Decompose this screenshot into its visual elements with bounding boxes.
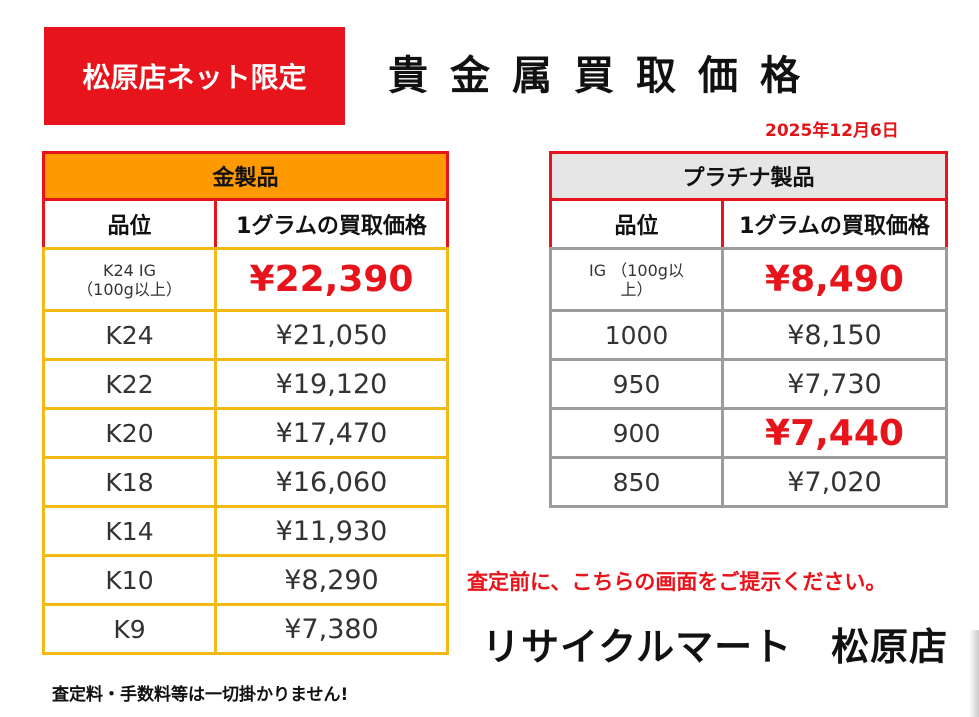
price-cell: ¥7,020 (721, 456, 948, 508)
gold-table-body: K24 IG （100g以上） ¥22,390 K24 ¥21,050 K22 ¥19,12… (42, 247, 449, 655)
grade-cell: 950 (549, 358, 724, 410)
page-title: 貴金属買取価格 (388, 53, 822, 99)
price-cell: ¥7,380 (214, 603, 449, 655)
grade-cell: 850 (549, 456, 724, 508)
present-screen-notice: 査定前に、こちらの画面をご提示ください。 (467, 570, 887, 594)
table-row: 1000 ¥8,150 (549, 309, 948, 361)
store-name: リサイクルマート 松原店 (482, 625, 949, 669)
price-cell: ¥8,290 (214, 554, 449, 606)
grade-cell: 900 (549, 407, 724, 459)
platinum-price-table: プラチナ製品 品位 1グラムの買取価格 IG （100g以 上） ¥8,490 100… (549, 151, 948, 508)
price-cell: ¥17,470 (214, 407, 449, 459)
table-row: K22 ¥19,120 (42, 358, 449, 410)
grade-cell: K9 (42, 603, 217, 655)
table-row: K14 ¥11,930 (42, 505, 449, 557)
price-cell: ¥11,930 (214, 505, 449, 557)
platinum-table-header: プラチナ製品 (549, 151, 948, 201)
price-cell: ¥7,440 (721, 407, 948, 459)
no-fee-note: 査定料・手数料等は一切掛かりません! (52, 685, 349, 705)
price-cell: ¥8,150 (721, 309, 948, 361)
table-row: IG （100g以 上） ¥8,490 (549, 247, 948, 312)
price-cell: ¥22,390 (214, 247, 449, 312)
gold-col-grade: 品位 (42, 198, 217, 250)
grade-cell: 1000 (549, 309, 724, 361)
gold-col-price: 1グラムの買取価格 (214, 198, 449, 250)
platinum-col-price: 1グラムの買取価格 (721, 198, 948, 250)
platinum-table-body: IG （100g以 上） ¥8,490 1000 ¥8,150 950 ¥7,730 900 ¥… (549, 247, 948, 508)
price-cell: ¥16,060 (214, 456, 449, 508)
grade-cell: K10 (42, 554, 217, 606)
price-cell: ¥19,120 (214, 358, 449, 410)
price-cell: ¥7,730 (721, 358, 948, 410)
grade-cell: IG （100g以 上） (549, 247, 724, 312)
edge-shadow (969, 630, 979, 717)
table-row: K10 ¥8,290 (42, 554, 449, 606)
price-date: 2025年12月6日 (765, 121, 899, 141)
price-cell: ¥8,490 (721, 247, 948, 312)
table-row: K9 ¥7,380 (42, 603, 449, 655)
grade-cell: K18 (42, 456, 217, 508)
store-limited-badge: 松原店ネット限定 (44, 27, 345, 125)
grade-cell: K22 (42, 358, 217, 410)
gold-price-table: 金製品 品位 1グラムの買取価格 K24 IG （100g以上） ¥22,390 K2… (42, 151, 449, 655)
grade-cell: K20 (42, 407, 217, 459)
table-row: K18 ¥16,060 (42, 456, 449, 508)
table-row: 850 ¥7,020 (549, 456, 948, 508)
table-row: K24 IG （100g以上） ¥22,390 (42, 247, 449, 312)
table-row: K24 ¥21,050 (42, 309, 449, 361)
table-row: 950 ¥7,730 (549, 358, 948, 410)
grade-cell: K24 IG （100g以上） (42, 247, 217, 312)
platinum-col-grade: 品位 (549, 198, 724, 250)
gold-table-header: 金製品 (42, 151, 449, 201)
grade-cell: K14 (42, 505, 217, 557)
table-row: K20 ¥17,470 (42, 407, 449, 459)
price-cell: ¥21,050 (214, 309, 449, 361)
table-row: 900 ¥7,440 (549, 407, 948, 459)
grade-cell: K24 (42, 309, 217, 361)
